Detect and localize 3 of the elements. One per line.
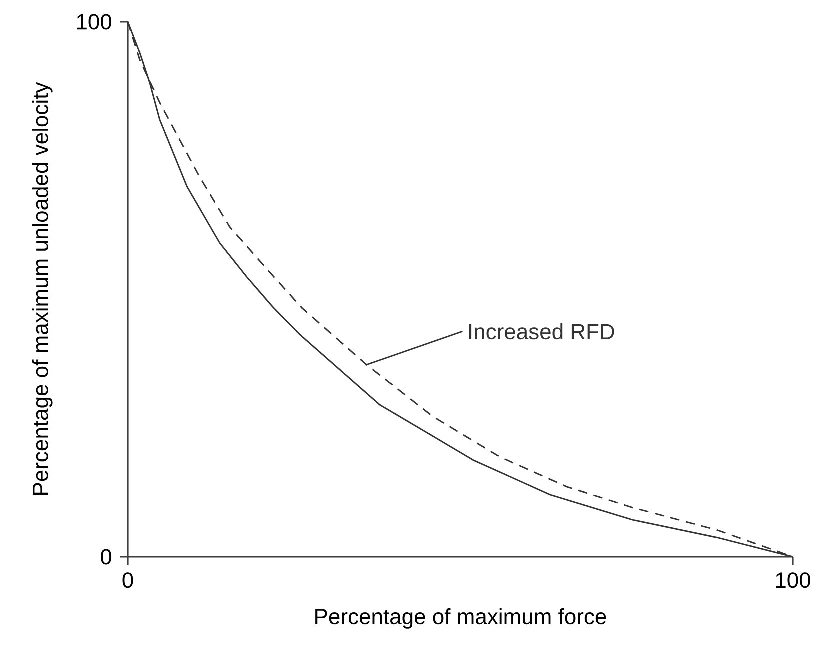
x-axis-title: Percentage of maximum force <box>316 608 606 629</box>
annotation: Increased RFD <box>470 324 614 340</box>
y-axis-title: Percentage of maximum unloaded velocity <box>32 82 53 495</box>
